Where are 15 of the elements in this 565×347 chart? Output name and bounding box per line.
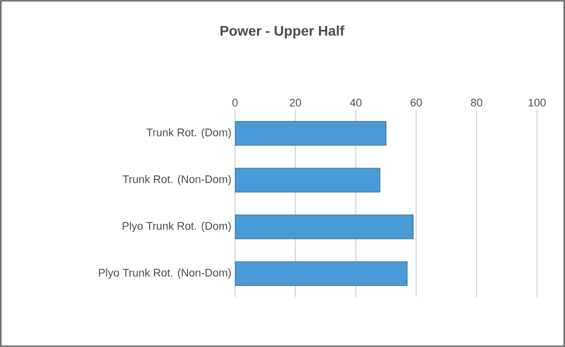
y-tick-label: Trunk Rot. (Dom) [146, 128, 231, 138]
bar [235, 261, 408, 286]
x-tick-label: 20 [290, 98, 302, 106]
x-tick-label: 100 [528, 98, 546, 106]
x-tick-label: 60 [410, 98, 422, 106]
y-tick-label: Plyo Trunk Rot. (Dom) [122, 222, 231, 232]
bar [235, 214, 414, 240]
y-tick-label: Plyo Trunk Rot. (Non-Dom) [99, 268, 231, 279]
y-tick-label: Trunk Rot. (Non-Dom) [122, 175, 231, 186]
chart-title: Power - Upper Half [220, 25, 344, 38]
x-tick-label: 40 [350, 98, 362, 106]
bar [235, 121, 386, 146]
x-tick-label: 0 [232, 98, 238, 106]
x-tick-label: 80 [470, 98, 482, 106]
bar [235, 168, 380, 192]
